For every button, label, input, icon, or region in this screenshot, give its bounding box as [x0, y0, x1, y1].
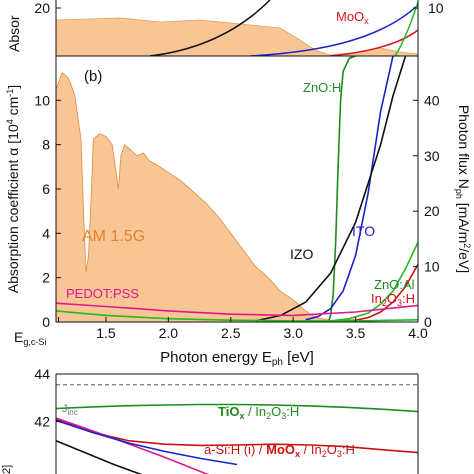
zno-h-label: ZnO:H: [303, 80, 341, 95]
bottom-series-line-tiox-in2o3-h: [56, 403, 418, 413]
bottom-y-tick-label: 42: [34, 414, 50, 430]
bottom-series-line-unlabeled-3: [56, 419, 238, 466]
series-line-izo: [255, 56, 407, 322]
panel-a-y2tick-label: 10: [428, 0, 444, 16]
panel-a-am15g-area: [56, 17, 418, 56]
y-tick-label: 2: [42, 270, 50, 286]
x-tick-label: 3.5: [346, 325, 366, 341]
panel-a-green-curve: [394, 1, 418, 56]
y-tick-label: 4: [42, 225, 50, 241]
panel-b-y-ticks: 0 2 4 6 8 10: [34, 92, 61, 330]
panel-a-moox-label: MoOx: [336, 9, 369, 26]
panel-c: 42 44 Jinc TiOx / In2O3:H a-Si:H (i) / Mo…: [1, 366, 419, 474]
in2o3-h-label: In2O3:H: [371, 291, 415, 308]
pedot-pss-label: PEDOT:PSS: [66, 286, 139, 301]
ito-label: ITO: [352, 223, 375, 239]
bottom-series-line-unlabeled-2: [56, 417, 209, 474]
y2-tick-label: 30: [424, 148, 440, 164]
series-line-pedot-pss: [56, 302, 418, 317]
bottom-series-line-unlabeled-4: [56, 439, 143, 474]
izo-label: IZO: [290, 246, 313, 262]
panel-b-y2label: Photon flux Nph [mA/m2/eV]: [454, 105, 472, 273]
band-gap-marker-label: Eg,c-Si: [14, 329, 46, 347]
bottom-y-tick-label: 44: [34, 366, 50, 382]
panel-a-plot-area: [56, 0, 418, 56]
y2-tick-label: 40: [424, 92, 440, 108]
asi-moox-in2o3-label: a-Si:H (i) / MoOx / In2O3:H: [204, 442, 355, 459]
series-line-zno-h: [327, 56, 356, 322]
panel-a-blue-curve: [249, 4, 418, 56]
panel-a-red-curve: [329, 29, 418, 56]
tiox-in2o3-label: TiOx / In2O3:H: [218, 404, 299, 421]
panel-b-y2-ticks: 0 10 20 30 40: [413, 92, 440, 330]
x-tick-label: 3.0: [283, 325, 303, 341]
panel-a-ylabel: Absor: [6, 15, 22, 52]
panel-a-ytick-label: 20: [34, 0, 50, 16]
bottom-series-line-a-si-h-i-moox-in2o3-h: [56, 418, 418, 454]
x-tick-label: 4.0: [408, 325, 428, 341]
x-tick-label: 2.5: [221, 325, 241, 341]
panel-b: 1.5 2.0 2.5 3.0 3.5 4.0 0 2 4 6 8 10 0 10 20 30 40 (b)…: [5, 55, 472, 368]
panel-c-plot-area: [56, 384, 418, 474]
panel-c-y-ticks: 42 44: [34, 366, 61, 430]
panel-b-xlabel: Photon energy Eph [eV]: [160, 349, 314, 368]
x-tick-label: 1.5: [96, 325, 116, 341]
jinc-label: Jinc: [62, 403, 78, 417]
zno-al-label: ZnO:Al: [374, 277, 415, 292]
panel-c-series: [56, 403, 418, 474]
y2-tick-label: 20: [424, 203, 440, 219]
y2-tick-label: 0: [424, 314, 432, 330]
panel-b-x-ticks: 1.5 2.0 2.5 3.0 3.5 4.0: [57, 317, 428, 341]
x-tick-label: 2.0: [159, 325, 179, 341]
panel-a-black-curve: [149, 0, 271, 56]
series-line-ito: [305, 56, 394, 321]
y-tick-label: 10: [34, 92, 50, 108]
y-tick-label: 8: [42, 137, 50, 153]
series-line-zno-al: [330, 241, 418, 322]
panel-label-b: (b): [84, 68, 102, 85]
panel-c-ylabel-fragment: 2]: [1, 465, 13, 474]
y-tick-label: 0: [42, 314, 50, 330]
panel-b-ylabel: Absorption coefficient α [104 cm-1]: [5, 85, 21, 293]
y-tick-label: 6: [42, 181, 50, 197]
y2-tick-label: 10: [424, 259, 440, 275]
am15g-label: AM 1.5G: [82, 228, 145, 245]
panel-a: 20 10 Absor MoOx: [6, 0, 444, 57]
panel-b-plot-area: [56, 56, 418, 322]
